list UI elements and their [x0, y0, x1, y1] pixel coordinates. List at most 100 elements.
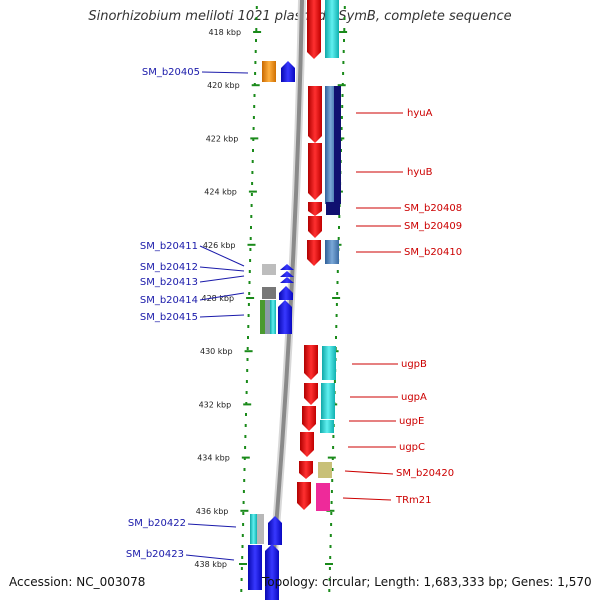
gene-feature[interactable]	[248, 545, 262, 590]
tick-dot	[240, 578, 243, 581]
gene-label[interactable]: SM_b20414	[140, 295, 198, 306]
major-tick-left	[244, 350, 253, 353]
label-leader	[342, 497, 392, 501]
tick-dot	[245, 413, 247, 416]
gene-label[interactable]: hyuA	[407, 108, 433, 119]
tick-dot	[242, 490, 245, 493]
gene-feature[interactable]	[302, 406, 316, 431]
gene-feature[interactable]	[316, 483, 330, 511]
gene-label[interactable]: SM_b20423	[126, 549, 184, 560]
gene-feature[interactable]	[307, 0, 321, 59]
gene-feature[interactable]	[280, 271, 294, 277]
gene-feature[interactable]	[300, 432, 314, 457]
tick-dot	[243, 468, 246, 471]
gene-feature[interactable]	[308, 202, 322, 216]
gene-feature[interactable]	[265, 544, 279, 600]
gene-feature[interactable]	[304, 383, 318, 405]
gene-feature[interactable]	[322, 346, 336, 380]
label-leader	[185, 554, 235, 561]
tick-label: 436 kbp	[196, 507, 229, 516]
gene-feature[interactable]	[318, 462, 332, 478]
gene-feature[interactable]	[325, 86, 336, 204]
tick-dot	[255, 17, 258, 20]
gene-feature[interactable]	[260, 300, 265, 334]
gene-feature[interactable]	[307, 240, 321, 266]
tick-label: 438 kbp	[194, 560, 227, 569]
gene-feature[interactable]	[297, 482, 311, 510]
major-tick-left	[250, 137, 259, 140]
major-tick-right	[332, 297, 341, 299]
tick-dot	[329, 545, 332, 548]
tick-labels: 418 kbp 420 kbp 422 kbp 424 kbp 426 kbp 428 k…	[194, 28, 348, 569]
tick-dot	[241, 534, 244, 537]
gene-feature[interactable]	[270, 300, 276, 334]
gene-label[interactable]: SM_b20405	[142, 67, 200, 78]
gene-label[interactable]: SM_b20415	[140, 312, 198, 323]
gene-feature[interactable]	[279, 286, 293, 300]
gene-labels-left: SM_b20405 SM_b20411 SM_b20412 SM_b20413 …	[126, 67, 249, 561]
tick-dot	[252, 127, 255, 130]
major-tick-right	[339, 31, 348, 33]
gene-feature[interactable]	[325, 0, 339, 58]
gene-feature[interactable]	[278, 300, 292, 334]
tick-dot	[242, 523, 245, 526]
gene-feature[interactable]	[268, 516, 282, 545]
gene-label[interactable]: hyuB	[407, 167, 433, 178]
gene-feature[interactable]	[325, 240, 339, 264]
gene-feature[interactable]	[321, 383, 335, 419]
gene-label[interactable]: SM_b20412	[140, 262, 198, 273]
gene-label[interactable]: SM_b20410	[404, 247, 462, 258]
gene-label[interactable]: SM_b20422	[128, 518, 186, 529]
gene-label[interactable]: ugpC	[399, 442, 425, 453]
gene-feature[interactable]	[299, 461, 313, 479]
gene-label[interactable]: SM_b20413	[140, 277, 198, 288]
label-leader	[344, 470, 394, 475]
gene-feature[interactable]	[280, 264, 294, 270]
gene-feature[interactable]	[257, 514, 264, 544]
gene-feature[interactable]	[308, 216, 322, 238]
gene-label[interactable]: TRm21	[395, 495, 432, 506]
tick-dot	[336, 292, 339, 295]
topology-text: Topology: circular; Length: 1,683,333 bp…	[262, 575, 592, 589]
tick-dot	[247, 336, 249, 339]
gene-feature[interactable]	[308, 86, 322, 143]
tick-dot	[244, 435, 247, 438]
gene-feature[interactable]	[320, 420, 334, 433]
gene-feature[interactable]	[326, 202, 340, 215]
label-leader	[199, 292, 245, 301]
major-tick-right	[327, 456, 336, 459]
tick-dot	[328, 578, 331, 581]
gene-label[interactable]: SM_b20420	[396, 468, 454, 479]
gene-feature[interactable]	[265, 300, 270, 334]
tick-label: 420 kbp	[207, 81, 240, 90]
gene-label[interactable]: ugpA	[401, 392, 427, 403]
tick-label: 426 kbp	[203, 241, 236, 250]
gene-feature[interactable]	[304, 345, 318, 380]
gene-label[interactable]: ugpB	[401, 359, 427, 370]
gene-feature[interactable]	[334, 86, 341, 204]
gene-label[interactable]: SM_b20409	[404, 221, 462, 232]
gene-feature[interactable]	[262, 264, 276, 275]
gene-feature[interactable]	[262, 61, 276, 82]
gene-feature[interactable]	[250, 514, 257, 544]
tick-dot	[242, 501, 245, 504]
gene-feature[interactable]	[262, 287, 276, 299]
tick-label: 434 kbp	[197, 454, 230, 463]
tick-dot	[242, 512, 245, 515]
tick-dot	[241, 556, 244, 559]
tick-dot	[254, 50, 257, 53]
gene-track-forward	[297, 0, 322, 510]
gene-label[interactable]: SM_b20408	[404, 203, 462, 214]
gene-feature[interactable]	[281, 61, 295, 82]
tick-dot	[328, 567, 331, 570]
gene-feature[interactable]	[280, 277, 294, 283]
major-tick-left	[251, 84, 260, 87]
gene-label[interactable]: ugpE	[399, 416, 424, 427]
tick-dot	[243, 479, 246, 482]
gene-feature[interactable]	[308, 143, 322, 200]
gene-label[interactable]: SM_b20411	[140, 241, 198, 252]
tick-dot	[247, 325, 250, 328]
tick-dot	[245, 391, 248, 394]
tick-dot	[328, 589, 331, 592]
tick-dot	[254, 61, 257, 64]
